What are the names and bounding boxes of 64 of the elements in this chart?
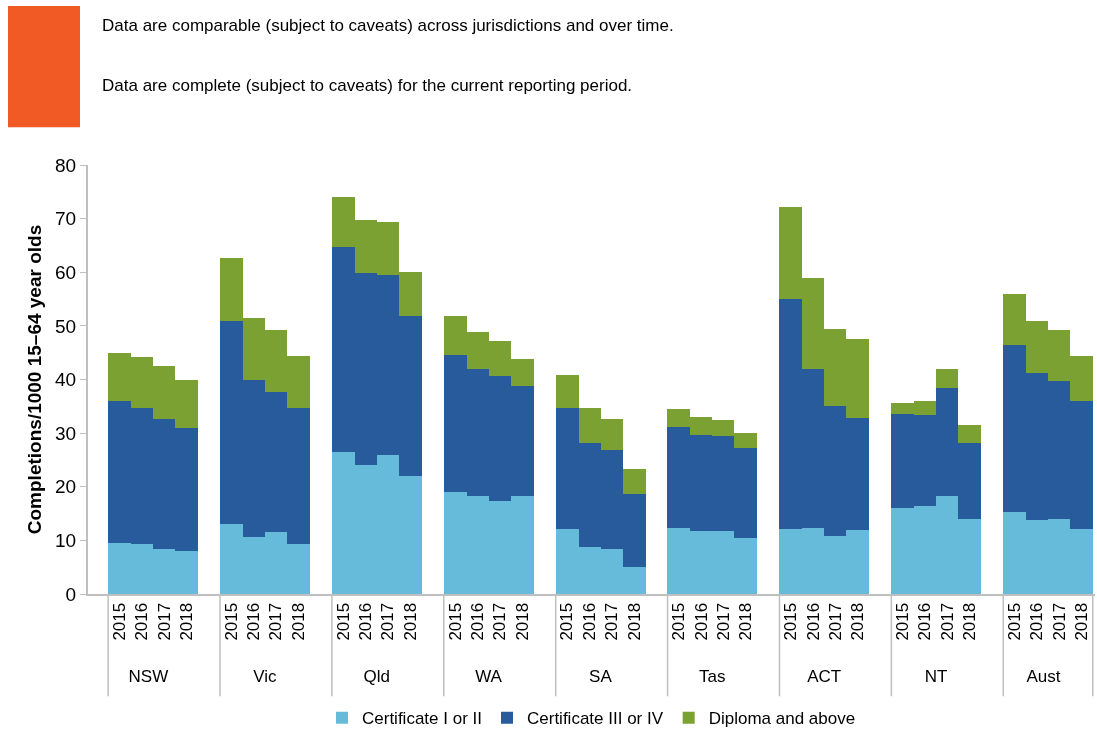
x-tick-label: 2015 — [109, 602, 129, 641]
x-axis-title: Qld — [363, 666, 390, 686]
y-tick-label: 0 — [65, 583, 77, 605]
bar — [555, 375, 579, 408]
x-tick-label: 2015 — [333, 602, 353, 641]
legend-label: Certificate III or IV — [526, 709, 664, 729]
x-tick-label: 2016 — [1027, 602, 1047, 641]
x-tick-label: 2015 — [1004, 602, 1024, 641]
x-axis-title: SA — [589, 666, 613, 686]
x-tick-label: 2018 — [1072, 602, 1092, 641]
y-axis-title: Completions/1000 15–64 year olds — [24, 224, 46, 535]
x-tick-label: 2017 — [1049, 602, 1069, 641]
y-tick-label: 50 — [55, 315, 77, 337]
x-tick-label: 2018 — [848, 602, 868, 641]
x-tick-label: 2015 — [893, 602, 913, 641]
x-tick-label: 2017 — [490, 602, 510, 641]
y-tick-label: 10 — [55, 530, 77, 552]
x-tick-label: 2016 — [691, 602, 711, 641]
x-tick-label: 2018 — [960, 602, 980, 641]
x-tick-label: 2016 — [579, 602, 599, 641]
x-tick-label: 2017 — [825, 602, 845, 641]
x-tick-label: 2016 — [244, 602, 264, 641]
x-tick-label: 2016 — [132, 602, 152, 641]
x-tick-label: 2015 — [445, 602, 465, 641]
x-tick-label: 2018 — [512, 602, 532, 641]
x-tick-label: 2018 — [400, 602, 420, 641]
y-tick-label: 40 — [55, 369, 77, 391]
legend-label: Certificate I or II — [362, 709, 482, 729]
x-tick-label: 2015 — [221, 602, 241, 641]
x-axis-title: Tas — [699, 666, 726, 686]
x-tick-label: 2018 — [176, 602, 196, 641]
x-tick-label: 2017 — [602, 602, 622, 641]
x-tick-label: 2015 — [557, 602, 577, 641]
x-axis-title: ACT — [807, 666, 842, 686]
bar — [622, 469, 646, 494]
x-tick-label: 2015 — [781, 602, 801, 641]
y-tick-label: 80 — [55, 154, 77, 176]
x-axis-title: NT — [924, 666, 948, 686]
x-tick-label: 2017 — [154, 602, 174, 641]
x-tick-label: 2016 — [803, 602, 823, 641]
x-tick-label: 2015 — [669, 602, 689, 641]
x-axis-title: Aust — [1026, 666, 1061, 686]
x-tick-label: 2018 — [736, 602, 756, 641]
legend-label: Diploma and above — [708, 709, 856, 729]
x-tick-label: 2016 — [467, 602, 487, 641]
y-tick-label: 20 — [55, 476, 77, 498]
y-tick-label: 60 — [55, 261, 77, 283]
bar — [958, 425, 982, 443]
x-axis-title: NSW — [128, 666, 169, 686]
x-tick-label: 2017 — [378, 602, 398, 641]
text: Data are complete (subject to caveats) for the current reporting period. — [102, 76, 633, 95]
y-tick-label: 70 — [55, 208, 77, 230]
x-axis-title: WA — [475, 666, 503, 686]
bar — [936, 369, 959, 388]
x-tick-label: 2016 — [915, 602, 935, 641]
text: Data are comparable (subject to caveats) across jurisdictions and over time. — [102, 16, 674, 35]
x-axis-title: Vic — [253, 666, 277, 686]
x-tick-label: 2018 — [624, 602, 644, 641]
x-tick-label: 2017 — [714, 602, 734, 641]
y-tick-label: 30 — [55, 422, 77, 444]
x-tick-label: 2017 — [266, 602, 286, 641]
x-tick-label: 2018 — [288, 602, 308, 641]
x-tick-label: 2017 — [937, 602, 957, 641]
x-tick-label: 2016 — [356, 602, 376, 641]
